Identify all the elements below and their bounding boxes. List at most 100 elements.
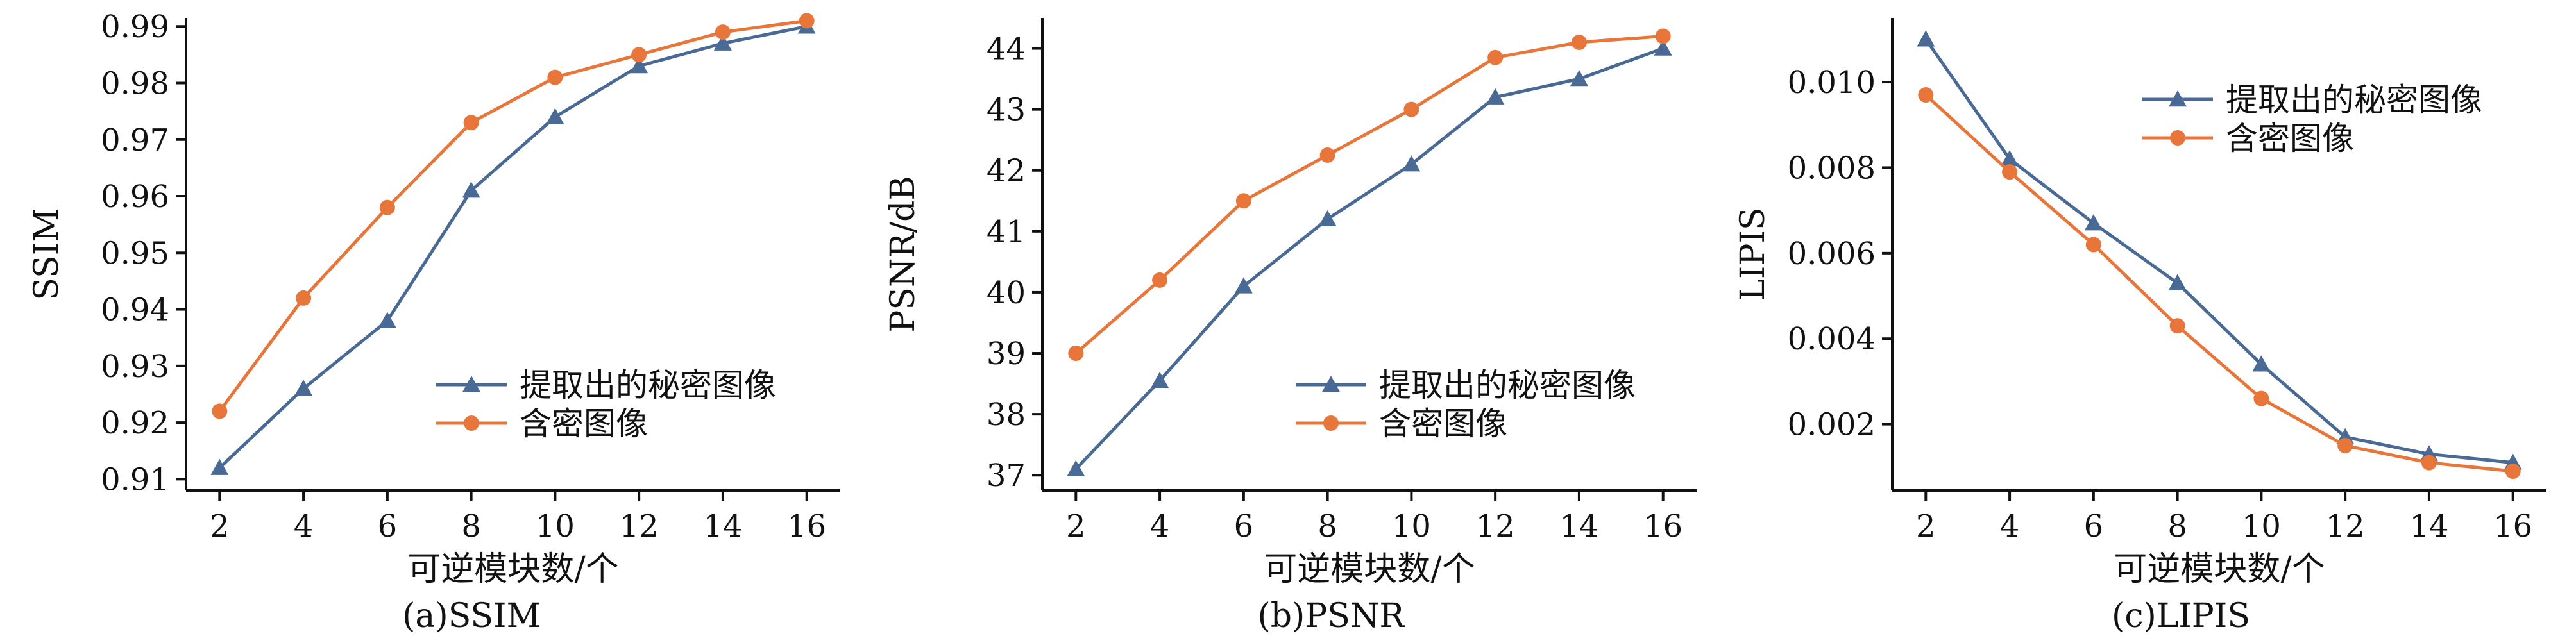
legend-marker	[1322, 376, 1340, 392]
x-tick-label: 6	[378, 508, 398, 544]
data-point	[1067, 460, 1085, 476]
series-line	[1924, 94, 2513, 473]
data-point	[1318, 210, 1337, 227]
data-point	[546, 108, 564, 124]
x-tick-label: 8	[461, 508, 481, 544]
data-point	[1917, 30, 1935, 47]
legend-item: 提取出的秘密图像	[1296, 367, 1636, 404]
data-point	[1486, 88, 1505, 105]
series-line	[218, 24, 808, 469]
x-tick-label: 4	[294, 508, 314, 544]
legend-label: 提取出的秘密图像	[2226, 81, 2482, 119]
series-line	[1924, 38, 2513, 465]
series-line	[1074, 47, 1664, 471]
data-point	[1655, 28, 1671, 44]
y-tick-label: 0.002	[1788, 407, 1876, 443]
data-point	[212, 403, 228, 419]
x-tick-label: 10	[1392, 508, 1431, 544]
legend-marker	[2169, 90, 2187, 107]
chart-caption: (b)PSNR	[1257, 597, 1405, 635]
legend-marker	[1323, 415, 1339, 431]
y-tick-label: 0.94	[101, 292, 169, 328]
y-tick-label: 43	[987, 92, 1026, 128]
y-tick-label: 0.99	[101, 9, 169, 45]
data-point	[1319, 147, 1335, 163]
series-line	[1074, 35, 1663, 355]
x-tick-label: 4	[1150, 508, 1170, 544]
legend-item: 含密图像	[2142, 120, 2354, 157]
data-point	[2337, 437, 2353, 453]
x-tick-label: 12	[620, 508, 659, 544]
y-tick-label: 41	[987, 214, 1026, 250]
y-tick-label: 44	[987, 31, 1026, 67]
data-point	[379, 199, 395, 215]
y-tick-label: 39	[987, 336, 1026, 372]
y-tick-label: 0.91	[101, 462, 169, 498]
data-point	[2253, 390, 2269, 406]
x-tick-label: 12	[2326, 508, 2365, 544]
x-tick-label: 8	[1318, 508, 1337, 544]
data-point	[2002, 164, 2018, 180]
data-point	[1654, 39, 1672, 56]
x-tick-label: 10	[536, 508, 575, 544]
data-point	[2252, 355, 2271, 372]
y-axis-title: LIPIS	[1734, 207, 1772, 301]
data-point	[1918, 87, 1934, 103]
data-point	[462, 181, 480, 198]
data-point	[1152, 272, 1168, 288]
series-stego	[212, 13, 815, 419]
data-point	[1402, 155, 1421, 172]
data-point	[2505, 463, 2521, 479]
legend-item: 提取出的秘密图像	[436, 367, 776, 404]
legend-item: 含密图像	[1296, 405, 1507, 442]
y-axis-title: PSNR/dB	[884, 176, 922, 332]
legend-label: 提取出的秘密图像	[520, 367, 776, 404]
data-point	[630, 57, 648, 74]
series-stego	[1068, 28, 1671, 362]
x-tick-label: 2	[1916, 508, 1936, 544]
data-point	[1487, 49, 1504, 65]
data-point	[1403, 101, 1419, 117]
legend-label: 含密图像	[2226, 120, 2354, 157]
x-tick-label: 12	[1476, 508, 1515, 544]
data-point	[296, 290, 312, 306]
series-line	[218, 19, 808, 412]
legend-marker	[2170, 130, 2185, 146]
data-point	[1570, 70, 1588, 87]
y-tick-label: 40	[987, 275, 1026, 311]
series-stego	[1918, 87, 2521, 479]
x-tick-label: 16	[2493, 508, 2532, 544]
series-extracted-secret	[210, 17, 816, 475]
data-point	[713, 34, 732, 51]
x-tick-label: 14	[703, 508, 742, 544]
data-point	[1234, 277, 1253, 294]
x-tick-label: 14	[1559, 508, 1598, 544]
y-tick-label: 0.97	[101, 122, 169, 158]
data-point	[2085, 237, 2101, 253]
data-point	[631, 47, 647, 63]
y-tick-label: 0.010	[1788, 65, 1876, 101]
chart-caption: (c)LIPIS	[2112, 597, 2250, 635]
y-tick-label: 0.008	[1788, 150, 1876, 186]
legend-marker	[462, 376, 480, 392]
y-tick-label: 38	[987, 397, 1026, 433]
data-point	[1151, 371, 1169, 389]
series-extracted-secret	[1067, 39, 1672, 476]
y-tick-label: 42	[987, 153, 1026, 189]
x-tick-label: 14	[2409, 508, 2448, 544]
chart-panel-1: 2 4 6 8 10 12 14 16 0.91 0.92 0.93 0.94 0.95 0.96 0.97…	[28, 9, 840, 635]
x-tick-label: 2	[210, 508, 230, 544]
x-tick-label: 8	[2167, 508, 2187, 544]
data-point	[1235, 193, 1251, 209]
x-tick-label: 2	[1066, 508, 1086, 544]
x-axis-title: 可逆模块数/个	[2114, 550, 2325, 589]
x-tick-label: 6	[1234, 508, 1254, 544]
chart-panel-2: 2 4 6 8 10 12 14 16 37 38 39 40 41 42 43 44 可逆模块数/个 PSNR/…	[884, 18, 1697, 635]
data-point	[378, 312, 396, 328]
legend-item: 提取出的秘密图像	[2142, 81, 2482, 119]
data-point	[799, 13, 815, 29]
data-point	[2421, 455, 2437, 471]
